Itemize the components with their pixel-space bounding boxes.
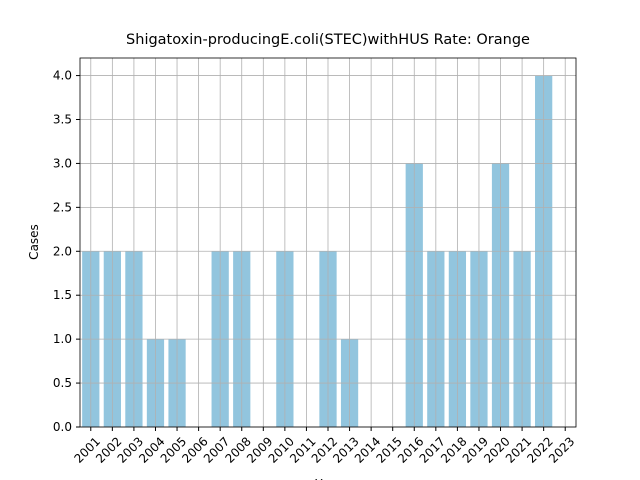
y-axis-label: Cases: [27, 224, 41, 260]
y-tick-label: 3.0: [53, 156, 72, 170]
y-tick-label: 2.0: [53, 244, 72, 258]
y-tick-label: 3.5: [53, 113, 72, 127]
y-tick-label: 4.0: [53, 69, 72, 83]
y-tick-label: 1.5: [53, 288, 72, 302]
axes-frame: [79, 57, 577, 428]
y-tick-label: 1.0: [53, 332, 72, 346]
y-tick-label: 2.5: [53, 200, 72, 214]
y-tick-label: 0.0: [53, 420, 72, 434]
y-tick-label: 0.5: [53, 376, 72, 390]
x-axis-label: Year: [314, 477, 340, 480]
chart-title: Shigatoxin-producingE.coli(STEC)withHUS …: [126, 32, 530, 48]
